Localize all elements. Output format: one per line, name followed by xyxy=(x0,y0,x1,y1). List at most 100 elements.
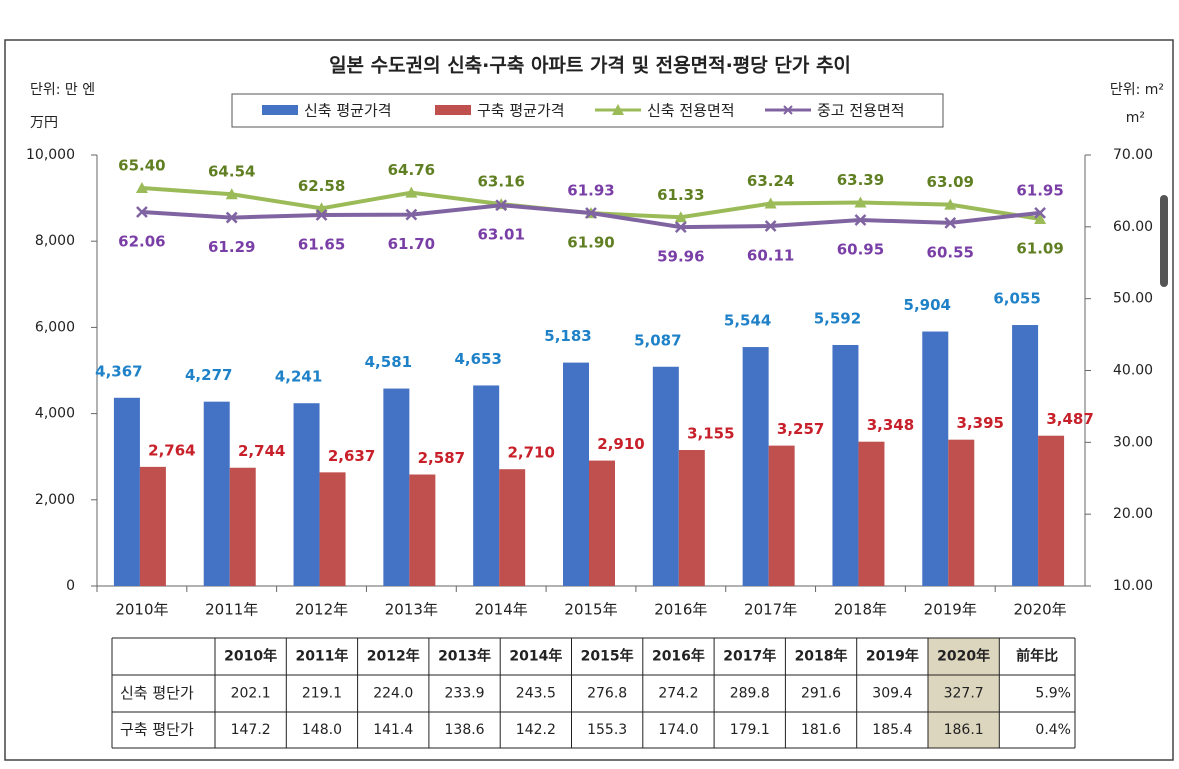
table-cell: 243.5 xyxy=(516,686,556,702)
marker xyxy=(764,197,777,209)
y2-unit: 단위: m² xyxy=(1110,82,1164,98)
bar xyxy=(742,347,769,586)
marker xyxy=(135,182,148,194)
value-label: 2,910 xyxy=(597,435,644,453)
bar xyxy=(203,401,230,586)
value-label: 60.55 xyxy=(927,243,974,261)
marker xyxy=(225,211,238,224)
y-tick-label: 6,000 xyxy=(35,319,75,335)
y-tick-label: 10,000 xyxy=(26,147,75,163)
table-cell: 327.7 xyxy=(944,686,984,702)
value-label: 6,055 xyxy=(993,290,1040,308)
value-label: 63.16 xyxy=(477,173,524,191)
y2-tick-label: 50.00 xyxy=(1113,291,1153,307)
value-label: 60.11 xyxy=(747,247,794,265)
value-label: 4,277 xyxy=(185,366,232,384)
bar xyxy=(563,362,589,586)
legend-swatch xyxy=(262,105,298,115)
table-header: 2019年 xyxy=(866,648,919,665)
marker xyxy=(495,199,508,212)
marker xyxy=(674,221,687,234)
bar xyxy=(229,467,256,586)
x-tick-label: 2016年 xyxy=(654,601,707,619)
value-label: 2,710 xyxy=(507,444,554,462)
bar xyxy=(858,441,885,586)
marker xyxy=(1034,206,1046,219)
value-label: 64.54 xyxy=(208,163,255,181)
legend xyxy=(231,93,944,128)
bar xyxy=(499,469,526,586)
x-tick-label: 2015年 xyxy=(564,601,617,619)
value-label: 64.76 xyxy=(388,161,435,179)
y2-tick-label: 20.00 xyxy=(1113,506,1153,522)
table-header: 2017年 xyxy=(723,648,776,665)
marker xyxy=(944,216,957,229)
value-label: 63.01 xyxy=(477,226,524,244)
y-tick-label: 0 xyxy=(66,578,75,594)
value-label: 63.09 xyxy=(927,173,974,191)
marker xyxy=(315,209,328,221)
x-tick-label: 2012年 xyxy=(295,601,348,619)
table-header: 2011年 xyxy=(295,648,348,665)
bar xyxy=(678,450,705,586)
value-label: 5,904 xyxy=(904,296,951,314)
bar xyxy=(922,331,949,586)
value-label: 3,348 xyxy=(867,416,914,434)
marker xyxy=(944,198,957,210)
table-cell: 274.2 xyxy=(658,686,698,702)
value-label: 61.65 xyxy=(298,235,345,253)
table-cell: 181.6 xyxy=(801,722,841,738)
value-label: 5,183 xyxy=(544,327,591,345)
legend-label: 신축 평균가격 xyxy=(304,102,392,120)
value-label: 62.06 xyxy=(118,233,165,251)
y-unit: 단위: 만 엔 xyxy=(30,82,95,98)
x-tick-label: 2019年 xyxy=(924,601,977,619)
bar xyxy=(1038,435,1065,586)
table-header: 2015年 xyxy=(581,648,634,665)
y-unit: 万円 xyxy=(30,115,58,131)
value-label: 3,257 xyxy=(777,420,824,438)
value-label: 2,744 xyxy=(238,442,285,460)
table-cell: 174.0 xyxy=(658,722,698,738)
table-cell: 148.0 xyxy=(302,722,342,738)
table-header: 2010年 xyxy=(224,648,277,665)
value-label: 2,587 xyxy=(418,449,465,467)
value-label: 60.95 xyxy=(837,241,884,259)
value-label: 3,395 xyxy=(957,414,1004,432)
value-label: 61.29 xyxy=(208,238,255,256)
y2-tick-label: 60.00 xyxy=(1113,219,1153,235)
legend-marker xyxy=(783,105,793,115)
value-label: 61.90 xyxy=(567,234,614,252)
y2-tick-label: 30.00 xyxy=(1113,434,1153,450)
bar xyxy=(383,388,410,586)
row-label: 구축 평단가 xyxy=(120,721,194,739)
y2-tick-label: 10.00 xyxy=(1113,578,1153,594)
bar xyxy=(589,460,615,586)
legend-marker xyxy=(612,104,624,115)
value-label: 2,637 xyxy=(328,447,375,465)
y2-unit: m² xyxy=(1126,110,1145,126)
bar xyxy=(652,366,679,586)
value-label: 65.40 xyxy=(118,157,165,175)
marker xyxy=(405,186,418,198)
highlight-cell xyxy=(928,638,1000,748)
table-cell: 138.6 xyxy=(445,722,485,738)
value-label: 61.95 xyxy=(1016,181,1063,199)
value-label: 4,241 xyxy=(275,368,322,386)
table-header: 2020年 xyxy=(937,648,990,665)
bar xyxy=(139,466,166,586)
table-cell: 179.1 xyxy=(730,722,770,738)
table-header: 2014年 xyxy=(509,648,562,665)
value-label: 59.96 xyxy=(657,248,704,266)
table-cell: 202.1 xyxy=(231,686,271,702)
x-tick-label: 2017年 xyxy=(744,601,797,619)
bar xyxy=(1012,325,1039,586)
x-tick-label: 2010年 xyxy=(115,601,168,619)
value-label: 63.24 xyxy=(747,172,794,190)
marker xyxy=(136,206,148,218)
marker xyxy=(585,207,597,219)
table-header: 2013年 xyxy=(438,648,491,665)
table-header: 2018年 xyxy=(795,648,848,665)
bar xyxy=(113,397,140,586)
table-cell: 289.8 xyxy=(730,686,770,702)
